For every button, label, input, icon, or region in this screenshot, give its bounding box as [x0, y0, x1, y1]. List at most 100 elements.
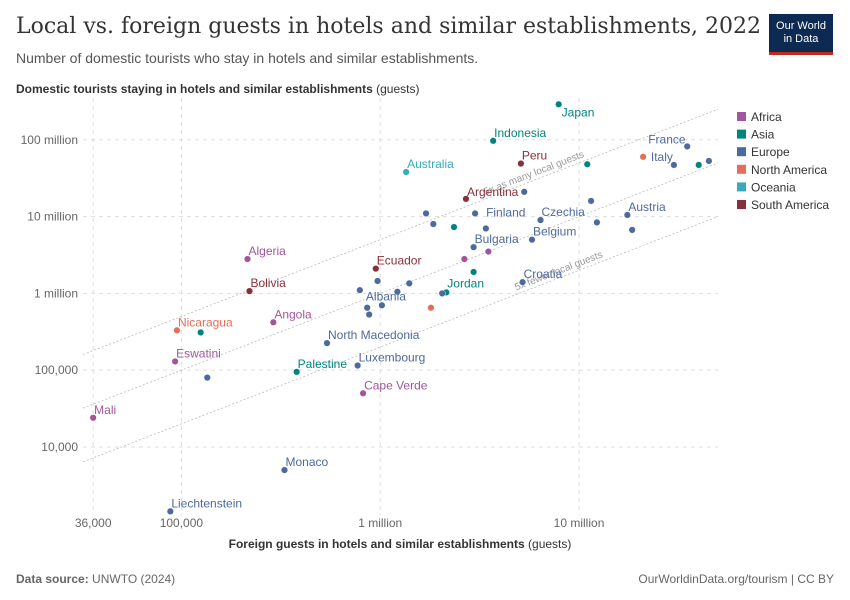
data-source: Data source: UNWTO (2024): [16, 572, 175, 586]
legend-label: Africa: [751, 110, 782, 124]
label-liechtenstein: Liechtenstein: [171, 496, 242, 510]
point-nicaragua: [173, 326, 181, 334]
label-croatia: Croatia: [524, 267, 563, 281]
legend-item-oceania[interactable]: Oceania: [737, 180, 796, 194]
point-monaco: [280, 466, 288, 474]
credit-link[interactable]: OurWorldinData.org/tourism | CC BY: [638, 572, 834, 586]
label-japan: Japan: [562, 105, 595, 119]
data-point: [583, 160, 591, 168]
label-luxembourg: Luxembourg: [359, 351, 426, 365]
label-eswatini: Eswatini: [176, 346, 221, 360]
point-palestine: [293, 368, 301, 376]
legend-label: Asia: [751, 128, 775, 142]
label-czechia: Czechia: [541, 205, 585, 219]
label-nicaragua: Nicaragua: [178, 315, 233, 329]
point-ecuador: [372, 265, 380, 273]
point-angola: [269, 318, 277, 326]
data-point: [203, 374, 211, 382]
data-point: [520, 188, 528, 196]
reference-line: [82, 216, 719, 463]
data-source-value[interactable]: UNWTO (2024): [92, 572, 176, 586]
legend-item-north-america[interactable]: North America: [737, 163, 827, 177]
point-bolivia: [245, 287, 253, 295]
data-point: [587, 197, 595, 205]
point-bulgaria: [470, 243, 478, 251]
point-france: [683, 142, 691, 150]
logo-line-1: Our World: [776, 20, 826, 32]
y-tick-label: 10,000: [41, 440, 78, 454]
legend-item-africa[interactable]: Africa: [737, 110, 782, 124]
point-japan: [555, 100, 563, 108]
label-indonesia: Indonesia: [494, 126, 546, 140]
y-axis-label-unit: (guests): [376, 82, 420, 96]
data-source-label: Data source:: [16, 572, 89, 586]
point-croatia: [519, 278, 527, 286]
label-palestine: Palestine: [298, 357, 348, 371]
data-point: [422, 209, 430, 217]
legend-swatch: [737, 200, 746, 209]
label-angola: Angola: [274, 307, 312, 321]
data-point: [628, 226, 636, 234]
legend: Africa Asia Europe North America Oceania Sout…: [737, 110, 829, 212]
point-cape-verde: [359, 389, 367, 397]
label-argentina: Argentina: [467, 185, 519, 199]
legend-item-south-america[interactable]: South America: [737, 198, 829, 212]
y-axis-label: Domestic tourists staying in hotels and …: [16, 82, 419, 96]
chart-subtitle: Number of domestic tourists who stay in …: [16, 50, 479, 66]
label-monaco: Monaco: [285, 455, 328, 469]
point-mali: [89, 414, 97, 422]
label-australia: Australia: [407, 157, 454, 171]
data-point: [438, 289, 446, 297]
label-north-macedonia: North Macedonia: [328, 328, 420, 342]
x-tick-label: 10 million: [554, 516, 605, 530]
point-liechtenstein: [166, 507, 174, 515]
data-point: [705, 157, 713, 165]
legend-swatch: [737, 112, 746, 121]
label-austria: Austria: [628, 200, 666, 214]
point-finland: [471, 209, 479, 217]
legend-swatch: [737, 164, 746, 174]
x-axis-label-main: Foreign guests in hotels and similar est…: [228, 537, 525, 551]
y-tick-label: 100,000: [35, 363, 79, 377]
x-tick-label: 36,000: [75, 516, 112, 530]
data-point: [593, 218, 601, 226]
owid-logo[interactable]: Our World in Data: [769, 14, 833, 55]
label-algeria: Algeria: [248, 244, 286, 258]
x-tick-label: 1 million: [358, 516, 402, 530]
data-points: [89, 100, 713, 515]
gridlines: [83, 98, 718, 515]
legend-swatch: [737, 129, 746, 139]
reference-line: [82, 162, 719, 409]
chart-title: Local vs. foreign guests in hotels and s…: [16, 14, 761, 39]
legend-label: North America: [751, 163, 827, 177]
label-cape-verde: Cape Verde: [364, 378, 428, 392]
data-point: [356, 286, 364, 294]
point-austria: [623, 211, 631, 219]
legend-item-europe[interactable]: Europe: [737, 145, 790, 159]
legend-swatch: [737, 147, 746, 157]
label-bolivia: Bolivia: [250, 276, 286, 290]
data-point: [450, 223, 458, 231]
label-belgium: Belgium: [533, 225, 576, 239]
data-point: [470, 268, 478, 276]
point-australia: [402, 168, 410, 176]
data-point: [639, 153, 647, 161]
label-france: France: [648, 132, 686, 146]
legend-item-asia[interactable]: Asia: [737, 128, 775, 142]
point-labels: Japan Indonesia France Italy Peru Australia Ar…: [94, 105, 686, 510]
data-point: [405, 279, 413, 287]
legend-label: Oceania: [751, 180, 796, 194]
point-belgium: [528, 236, 536, 244]
point-albania: [378, 301, 386, 309]
label-bulgaria: Bulgaria: [475, 232, 519, 246]
data-point: [429, 220, 437, 228]
y-tick-label: 10 million: [27, 210, 78, 224]
legend-label: Europe: [751, 145, 790, 159]
y-tick-label: 1 million: [34, 286, 78, 300]
x-tick-label: 100,000: [160, 516, 204, 530]
label-finland: Finland: [486, 205, 525, 219]
point-luxembourg: [354, 362, 362, 370]
data-point: [695, 161, 703, 169]
